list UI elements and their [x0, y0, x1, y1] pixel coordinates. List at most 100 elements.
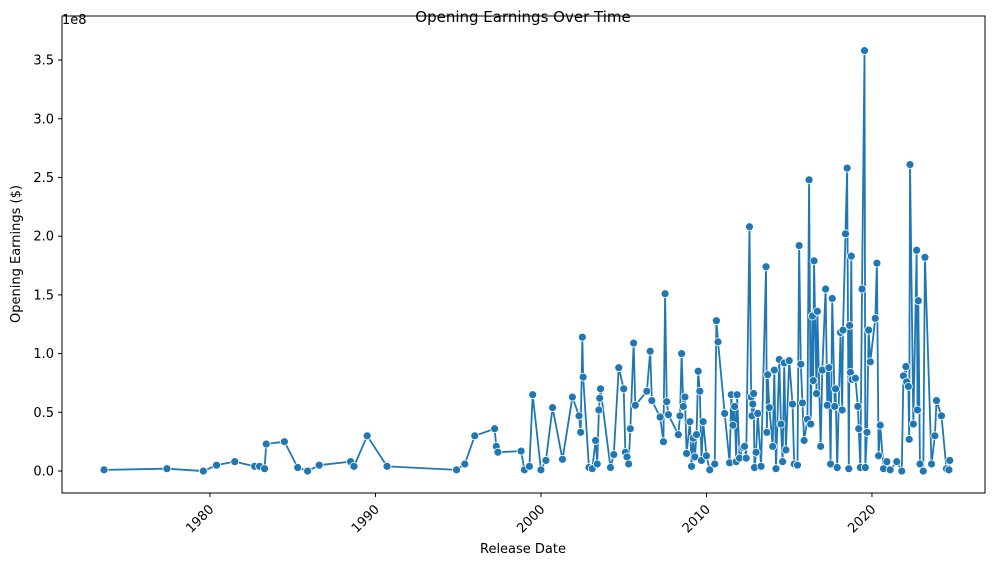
point — [945, 456, 955, 465]
point — [660, 289, 670, 299]
point — [558, 454, 567, 464]
point — [713, 337, 723, 347]
point — [645, 346, 655, 356]
point — [212, 460, 221, 470]
point — [857, 284, 867, 294]
chart-title: Opening Earnings Over Time — [415, 8, 630, 26]
point — [831, 384, 840, 394]
point — [937, 411, 946, 421]
point — [261, 439, 271, 449]
point — [776, 419, 786, 429]
point — [764, 403, 774, 413]
point — [832, 463, 842, 472]
point — [753, 409, 763, 418]
y-tick-label: 1.5 — [33, 288, 54, 303]
point — [606, 463, 615, 472]
point — [860, 463, 870, 472]
point — [493, 447, 503, 457]
point — [761, 262, 771, 272]
point — [897, 466, 907, 476]
point — [741, 453, 751, 463]
point — [827, 294, 837, 303]
point — [595, 393, 605, 403]
point — [680, 392, 690, 402]
point — [568, 392, 577, 402]
point — [912, 245, 922, 255]
point — [591, 436, 600, 445]
line — [104, 49, 951, 472]
point — [198, 466, 208, 476]
x-tick-label: 1980 — [183, 502, 217, 536]
point — [799, 436, 809, 445]
point — [303, 466, 313, 476]
point — [710, 459, 720, 469]
point — [944, 465, 954, 475]
point — [862, 427, 872, 437]
point — [854, 424, 864, 434]
point — [732, 390, 742, 400]
point — [659, 437, 668, 447]
point — [647, 396, 657, 405]
point — [762, 427, 772, 437]
point — [749, 389, 759, 398]
point — [541, 456, 551, 465]
point — [901, 362, 911, 371]
point — [528, 390, 538, 400]
point — [576, 427, 586, 437]
y-tick-label: 3.5 — [33, 54, 54, 69]
point — [592, 459, 602, 469]
point — [162, 464, 172, 474]
point — [796, 359, 806, 369]
point — [720, 409, 730, 418]
point — [695, 386, 705, 396]
point — [882, 457, 892, 467]
point — [844, 464, 854, 474]
point — [693, 366, 703, 376]
point — [452, 465, 461, 475]
point — [874, 451, 883, 461]
x-tick-label: 2020 — [845, 502, 879, 536]
point — [920, 252, 930, 262]
point — [809, 256, 819, 266]
point — [594, 405, 604, 415]
point — [932, 396, 941, 405]
point — [837, 405, 847, 415]
point — [596, 384, 605, 394]
point — [692, 430, 701, 440]
point — [768, 441, 778, 451]
point — [711, 316, 721, 326]
point — [678, 402, 688, 411]
point — [841, 229, 850, 239]
point — [662, 397, 672, 407]
point — [806, 419, 816, 429]
point — [314, 460, 324, 470]
point — [548, 403, 557, 413]
point — [915, 459, 925, 469]
point — [875, 420, 885, 430]
point — [846, 251, 856, 261]
point — [781, 445, 791, 455]
point — [842, 163, 852, 173]
point — [794, 241, 804, 250]
point — [382, 461, 392, 471]
point — [903, 382, 913, 391]
point — [830, 402, 840, 411]
point — [905, 160, 915, 169]
point — [748, 399, 758, 409]
point — [614, 363, 624, 373]
point — [745, 222, 754, 232]
point — [490, 424, 500, 434]
point — [808, 376, 818, 386]
point — [885, 465, 895, 475]
point — [821, 284, 831, 294]
point — [812, 306, 822, 316]
point — [619, 384, 629, 394]
point — [865, 357, 875, 367]
y-tick-label: 0.0 — [33, 465, 54, 480]
point — [756, 461, 766, 471]
point — [578, 372, 588, 382]
point — [870, 313, 880, 323]
point — [930, 431, 940, 441]
point — [349, 461, 359, 471]
